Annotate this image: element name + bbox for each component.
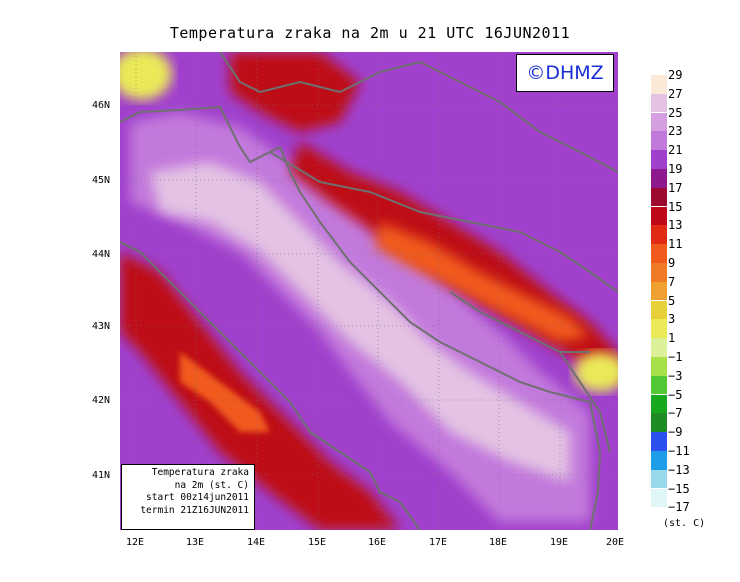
legend-label: 27 — [668, 86, 683, 101]
legend-swatch — [651, 432, 667, 451]
legend-swatch — [651, 187, 667, 207]
legend-label: 1 — [668, 331, 676, 346]
legend-label: 3 — [668, 312, 676, 327]
legend-swatch — [651, 150, 667, 169]
lat-label-46: 46N — [92, 100, 111, 111]
temperature-map — [120, 52, 618, 530]
legend-swatch — [651, 263, 667, 282]
info-line-1: Temperatura zraka — [151, 467, 249, 478]
lon-label-12: 12E — [126, 537, 145, 548]
info-line-4: termin 21Z16JUN2011 — [140, 504, 249, 516]
legend-label: 9 — [668, 256, 676, 270]
legend-label: 17 — [668, 180, 683, 195]
legend-label: −7 — [668, 406, 683, 421]
legend-swatch — [651, 131, 667, 151]
lat-label-45: 45N — [92, 175, 111, 186]
legend-swatch — [651, 244, 667, 263]
lon-label-17: 17E — [429, 537, 448, 548]
legend-swatch — [651, 375, 667, 395]
legend-swatch — [651, 206, 667, 226]
legend-swatch — [651, 93, 667, 113]
legend-swatch — [651, 413, 667, 433]
legend-swatch — [651, 488, 667, 508]
lon-label-19: 19E — [550, 537, 569, 548]
legend-label: −13 — [668, 462, 690, 477]
legend-label: 25 — [668, 105, 683, 120]
legend-swatch — [651, 281, 667, 301]
legend-label: −3 — [668, 368, 683, 383]
legend-swatch — [651, 169, 667, 188]
lon-label-18: 18E — [489, 537, 508, 548]
dhmz-logo: ©DHMZ — [516, 54, 614, 92]
lon-label-14: 14E — [247, 537, 266, 548]
legend-label: 15 — [668, 199, 683, 214]
legend-swatch — [651, 338, 667, 357]
info-line-2: na 2m (st. C) — [174, 479, 249, 491]
legend-label: −5 — [668, 387, 683, 402]
legend-label: −17 — [668, 500, 690, 515]
legend-label: −15 — [668, 481, 690, 496]
legend-swatch — [651, 469, 667, 489]
legend-swatch — [651, 225, 667, 245]
adriatic-light-area — [150, 162, 570, 482]
north-warm-area — [230, 52, 360, 132]
nw-yellow-area — [120, 52, 172, 100]
legend-swatch — [651, 394, 667, 414]
lat-label-44: 44N — [92, 249, 111, 260]
legend-swatch — [651, 300, 667, 320]
italy-hot-spot — [180, 352, 270, 432]
lon-label-16: 16E — [368, 537, 387, 548]
info-box: Temperatura zraka na 2m (st. C) start 00… — [121, 464, 255, 530]
lat-label-43: 43N — [92, 321, 111, 332]
legend-label: 19 — [668, 162, 683, 176]
legend-swatch — [651, 112, 667, 132]
legend-label: −1 — [668, 350, 683, 364]
info-line-3: start 00z14jun2011 — [146, 492, 249, 503]
legend-label: 11 — [668, 237, 683, 252]
lon-label-15: 15E — [308, 537, 327, 548]
legend-label: 7 — [668, 274, 676, 289]
legend-swatch — [651, 357, 667, 376]
legend-label: 5 — [668, 293, 676, 308]
legend-label: −11 — [668, 444, 690, 458]
legend-swatch — [651, 319, 667, 339]
legend-swatch — [651, 451, 667, 470]
se-yellow-area — [574, 352, 618, 392]
lat-label-41: 41N — [92, 470, 111, 481]
legend-unit: (st. C) — [663, 518, 706, 529]
lon-label-13: 13E — [186, 537, 205, 548]
dinaric-hot-core — [375, 222, 590, 342]
coastlines — [120, 52, 618, 530]
legend-label: −9 — [668, 425, 683, 440]
map-title: Temperatura zraka na 2m u 21 UTC 16JUN20… — [169, 24, 571, 42]
lat-label-42: 42N — [92, 395, 111, 406]
legend-swatch — [651, 75, 667, 94]
legend-label: 29 — [668, 68, 683, 82]
lon-label-20: 20E — [606, 537, 625, 548]
legend-label: 23 — [668, 124, 683, 139]
legend-label: 21 — [668, 143, 683, 158]
legend-label: 13 — [668, 218, 683, 233]
italy-warm-strip — [120, 252, 400, 530]
